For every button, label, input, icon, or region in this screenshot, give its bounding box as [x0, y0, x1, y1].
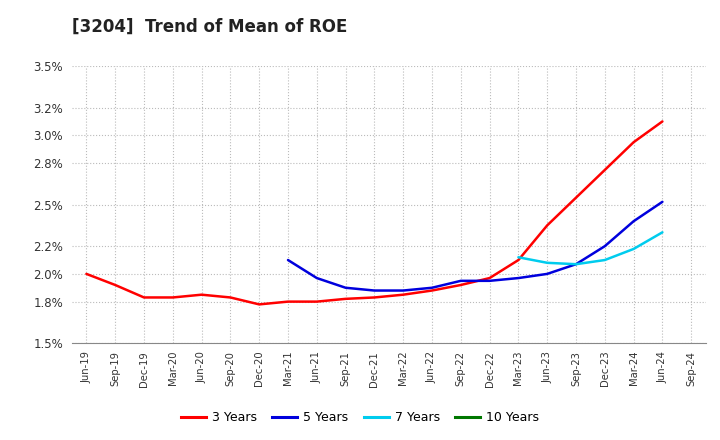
- 3 Years: [658, 119, 667, 124]
- 3 Years: [341, 296, 350, 301]
- 7 Years: [514, 255, 523, 260]
- 5 Years: [485, 278, 494, 283]
- 3 Years: [255, 302, 264, 307]
- Text: [3204]  Trend of Mean of ROE: [3204] Trend of Mean of ROE: [72, 18, 347, 36]
- 7 Years: [543, 260, 552, 265]
- 3 Years: [629, 139, 638, 145]
- 3 Years: [226, 295, 235, 300]
- 5 Years: [658, 199, 667, 205]
- 3 Years: [111, 282, 120, 288]
- Line: 3 Years: 3 Years: [86, 121, 662, 304]
- 3 Years: [370, 295, 379, 300]
- 5 Years: [312, 275, 321, 281]
- Legend: 3 Years, 5 Years, 7 Years, 10 Years: 3 Years, 5 Years, 7 Years, 10 Years: [176, 407, 544, 429]
- 3 Years: [485, 275, 494, 281]
- 3 Years: [312, 299, 321, 304]
- 3 Years: [428, 288, 436, 293]
- 5 Years: [399, 288, 408, 293]
- 5 Years: [514, 275, 523, 281]
- 5 Years: [370, 288, 379, 293]
- 5 Years: [600, 244, 609, 249]
- 3 Years: [456, 282, 465, 288]
- 3 Years: [197, 292, 206, 297]
- Line: 7 Years: 7 Years: [518, 232, 662, 264]
- Line: 5 Years: 5 Years: [288, 202, 662, 290]
- 3 Years: [168, 295, 177, 300]
- 3 Years: [572, 195, 580, 200]
- 5 Years: [341, 285, 350, 290]
- 3 Years: [284, 299, 292, 304]
- 5 Years: [456, 278, 465, 283]
- 3 Years: [399, 292, 408, 297]
- 3 Years: [140, 295, 148, 300]
- 3 Years: [600, 167, 609, 172]
- 7 Years: [629, 246, 638, 252]
- 5 Years: [428, 285, 436, 290]
- 5 Years: [543, 271, 552, 277]
- 3 Years: [514, 257, 523, 263]
- 3 Years: [543, 223, 552, 228]
- 3 Years: [82, 271, 91, 277]
- 7 Years: [572, 261, 580, 267]
- 7 Years: [658, 230, 667, 235]
- 5 Years: [629, 219, 638, 224]
- 5 Years: [284, 257, 292, 263]
- 7 Years: [600, 257, 609, 263]
- 5 Years: [572, 261, 580, 267]
